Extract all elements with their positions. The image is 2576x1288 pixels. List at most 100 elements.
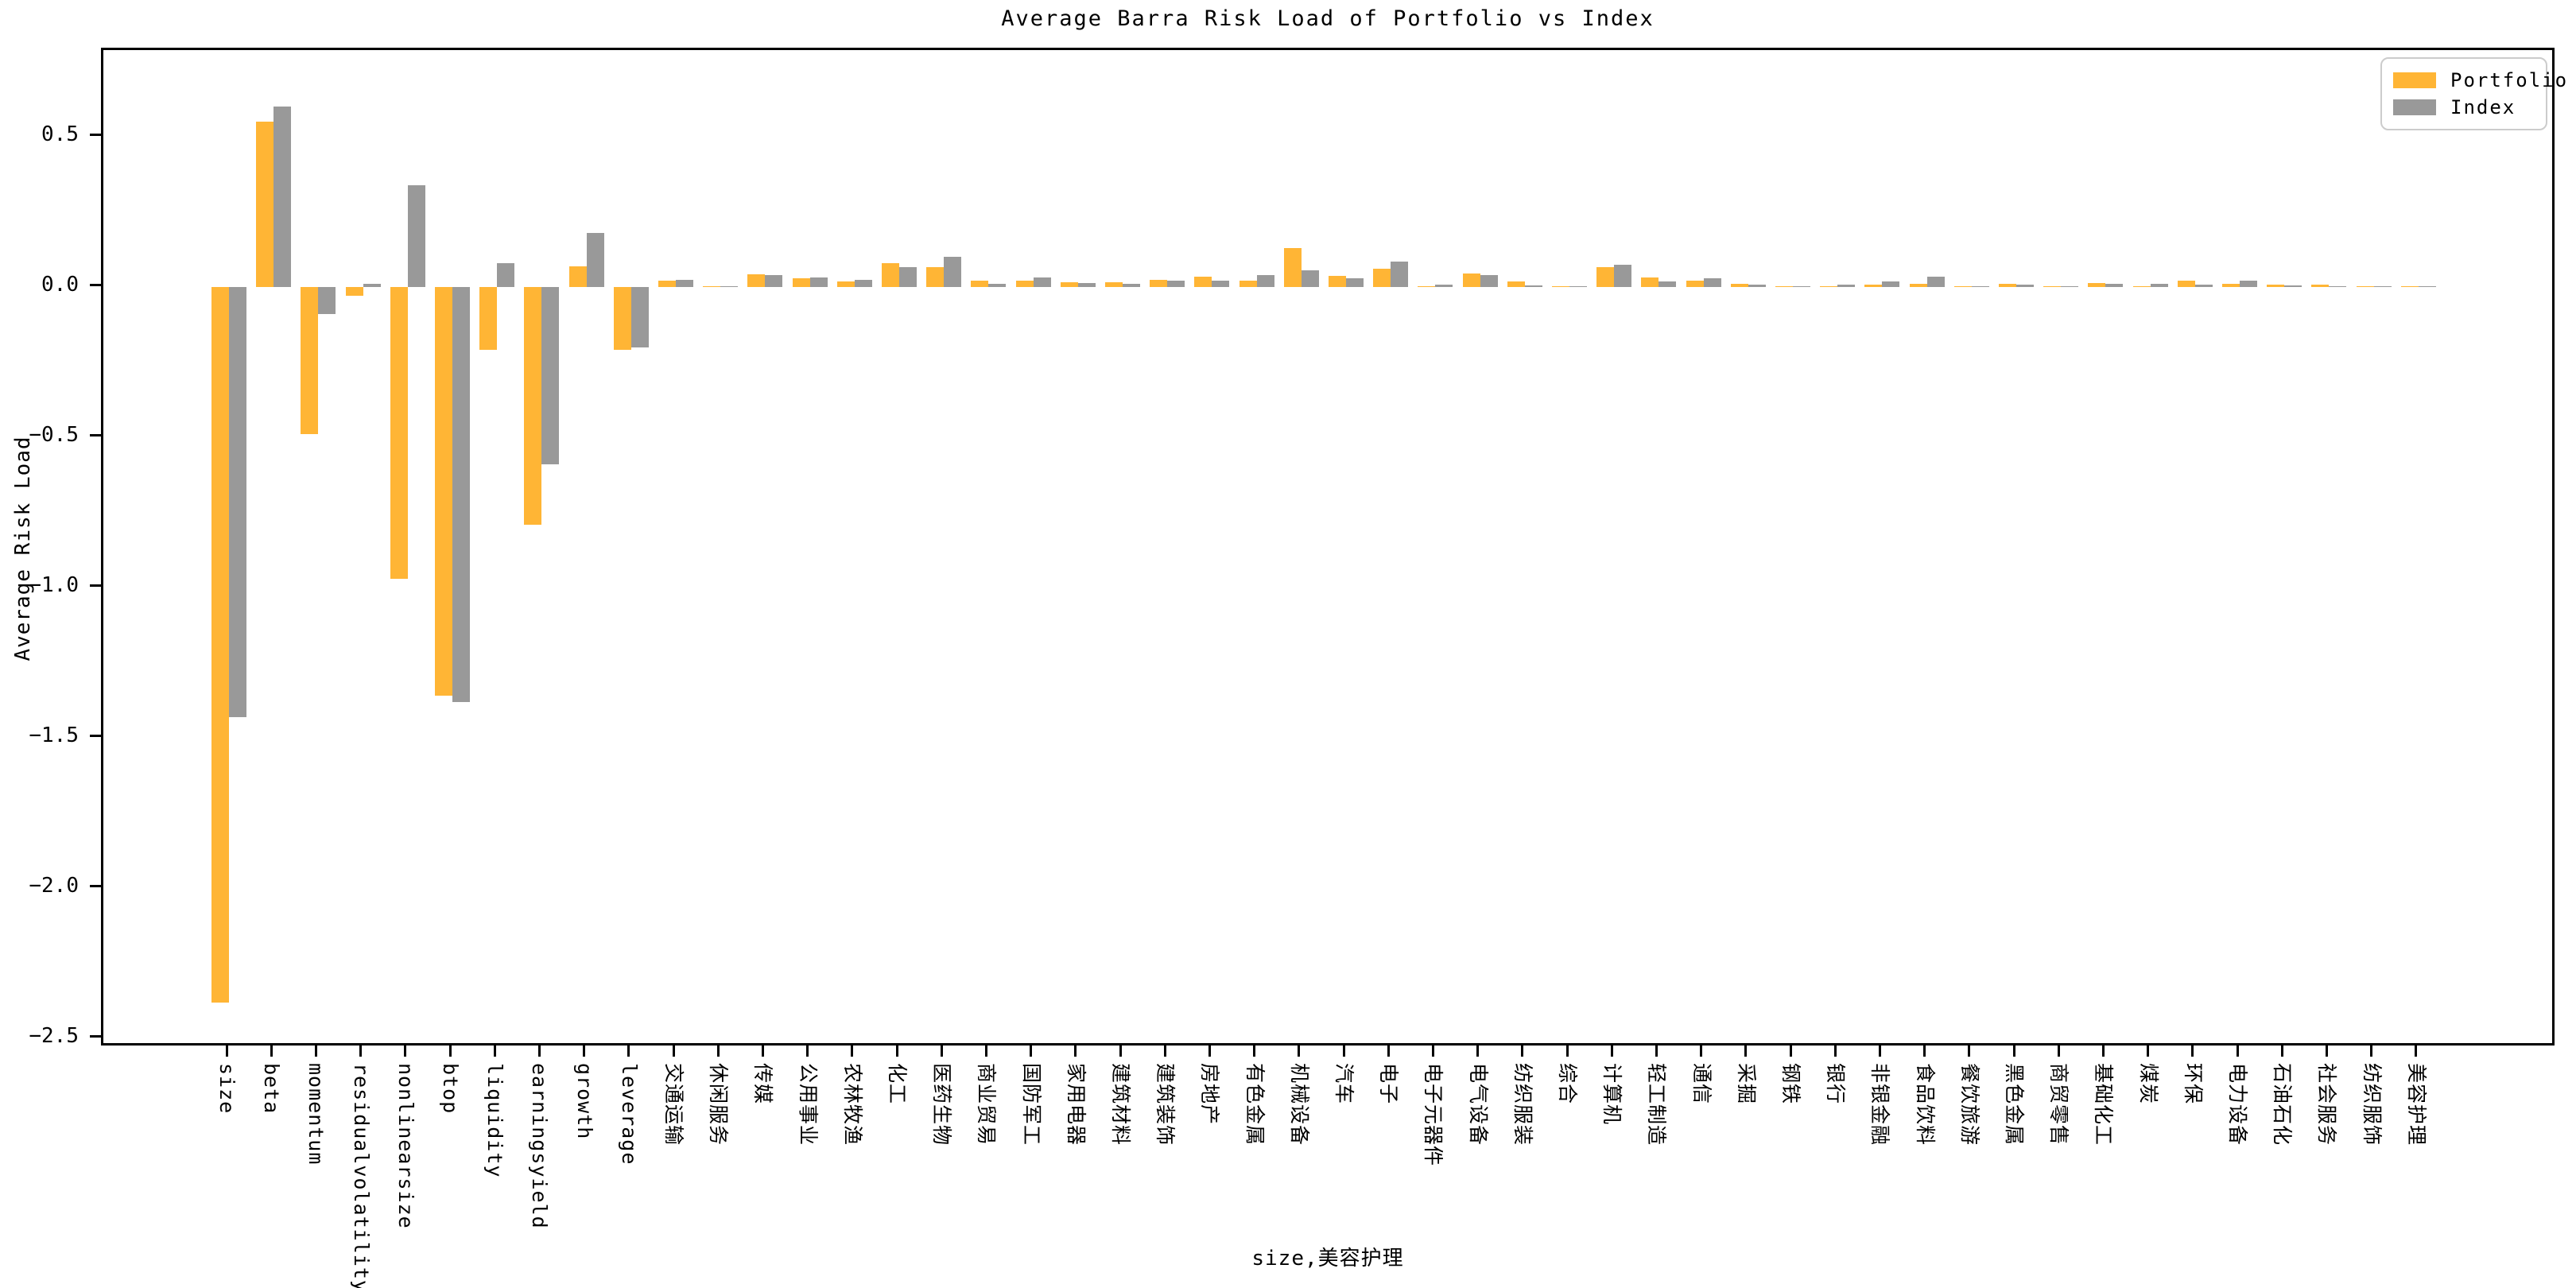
y-tick-label: 0.5 <box>41 122 79 146</box>
x-tick-mark <box>2415 1046 2418 1057</box>
legend-swatch-index <box>2393 99 2436 115</box>
x-tick-label-纺织服装: 纺织服装 <box>1511 1063 1534 1146</box>
x-tick-mark <box>1833 1046 1837 1057</box>
bar-index-电气设备 <box>1480 274 1498 287</box>
x-tick-label-电力设备: 电力设备 <box>2226 1063 2249 1146</box>
y-tick-mark <box>90 433 101 436</box>
x-tick-label-growth: growth <box>572 1063 596 1140</box>
x-tick-mark <box>627 1046 630 1057</box>
bar-portfolio-计算机 <box>1596 267 1615 287</box>
x-tick-mark <box>314 1046 317 1057</box>
bar-index-采掘 <box>1748 285 1766 287</box>
x-tick-label-residualvolatility: residualvolatility <box>349 1063 373 1288</box>
x-tick-mark <box>448 1046 452 1057</box>
x-tick-label-社会服务: 社会服务 <box>2315 1063 2339 1146</box>
bar-index-residualvolatility <box>363 284 381 287</box>
x-tick-label-liquidity: liquidity <box>483 1063 507 1178</box>
x-tick-mark <box>2236 1046 2239 1057</box>
bar-index-通信 <box>1703 278 1721 287</box>
bar-portfolio-nonlinearsize <box>390 287 408 579</box>
x-tick-label-非银金融: 非银金融 <box>1868 1063 1892 1146</box>
bar-portfolio-基础化工 <box>2088 283 2106 287</box>
x-tick-mark <box>493 1046 496 1057</box>
x-tick-mark <box>359 1046 363 1057</box>
x-tick-mark <box>672 1046 675 1057</box>
y-tick-label: −0.5 <box>29 423 79 447</box>
x-tick-label-nonlinearsize: nonlinearsize <box>394 1063 417 1229</box>
x-tick-label-通信: 通信 <box>1690 1063 1713 1105</box>
bar-portfolio-momentum <box>301 287 319 435</box>
x-tick-mark <box>716 1046 720 1057</box>
y-tick-label: 0.0 <box>41 273 79 297</box>
x-tick-mark <box>1163 1046 1166 1057</box>
y-tick-label: −1.0 <box>29 573 79 597</box>
bar-index-黑色金属 <box>2016 285 2034 287</box>
bar-index-计算机 <box>1614 264 1632 287</box>
x-tick-label-建筑材料: 建筑材料 <box>1109 1063 1132 1146</box>
x-tick-label-建筑装饰: 建筑装饰 <box>1154 1063 1177 1146</box>
x-tick-label-商贸零售: 商贸零售 <box>2047 1063 2071 1146</box>
plot-area <box>101 48 2555 1046</box>
x-tick-mark <box>2280 1046 2283 1057</box>
x-tick-mark <box>2057 1046 2060 1057</box>
x-tick-mark <box>1074 1046 1077 1057</box>
x-tick-label-环保: 环保 <box>2181 1063 2205 1105</box>
bar-index-非银金融 <box>1882 281 1900 287</box>
x-tick-label-休闲服务: 休闲服务 <box>707 1063 731 1146</box>
x-tick-mark <box>1744 1046 1748 1057</box>
x-tick-label-轻工制造: 轻工制造 <box>1645 1063 1669 1146</box>
x-tick-mark <box>1208 1046 1211 1057</box>
legend-item-portfolio: Portfolio <box>2393 67 2566 94</box>
bar-index-nonlinearsize <box>407 184 425 287</box>
x-tick-label-美容护理: 美容护理 <box>2404 1063 2428 1146</box>
x-tick-label-化工: 化工 <box>886 1063 909 1105</box>
x-tick-label-房地产: 房地产 <box>1198 1063 1222 1126</box>
x-tick-label-基础化工: 基础化工 <box>2092 1063 2116 1146</box>
x-tick-mark <box>1878 1046 1881 1057</box>
bar-index-建筑装饰 <box>1167 281 1185 287</box>
bar-portfolio-银行 <box>1820 285 1838 287</box>
x-tick-label-计算机: 计算机 <box>1600 1063 1624 1126</box>
bar-index-医药生物 <box>944 257 962 287</box>
x-tick-label-beta: beta <box>260 1063 284 1115</box>
bar-index-化工 <box>899 267 917 287</box>
bar-index-商贸零售 <box>2061 286 2079 287</box>
x-tick-mark <box>225 1046 228 1057</box>
bar-index-银行 <box>1837 285 1856 287</box>
x-tick-label-黑色金属: 黑色金属 <box>2003 1063 2026 1146</box>
x-tick-mark <box>1565 1046 1569 1057</box>
bar-portfolio-电子 <box>1373 269 1391 287</box>
legend-label-portfolio: Portfolio <box>2450 69 2569 91</box>
bar-portfolio-钢铁 <box>1775 285 1793 287</box>
bar-portfolio-交通运输 <box>658 281 676 287</box>
bar-portfolio-商贸零售 <box>2043 285 2062 287</box>
x-tick-label-家用电器: 家用电器 <box>1064 1063 1088 1146</box>
bar-portfolio-轻工制造 <box>1641 277 1659 287</box>
bar-index-liquidity <box>497 262 515 287</box>
bar-portfolio-社会服务 <box>2311 285 2330 287</box>
bar-index-农林牧渔 <box>854 279 872 288</box>
legend-item-index: Index <box>2393 94 2535 121</box>
bar-index-纺织服饰 <box>2373 285 2392 287</box>
bar-index-食品饮料 <box>1926 276 1945 287</box>
x-tick-label-国防军工: 国防军工 <box>1019 1063 1043 1146</box>
y-axis-label: Average Risk Load <box>11 436 35 661</box>
x-tick-label-earningsyield: earningsyield <box>528 1063 552 1229</box>
bar-portfolio-电力设备 <box>2222 283 2240 287</box>
bar-index-size <box>229 287 246 717</box>
bar-portfolio-纺织服装 <box>1507 281 1525 287</box>
y-tick-label: −2.5 <box>29 1024 79 1048</box>
bar-index-电子元器件 <box>1435 285 1453 287</box>
legend-label-index: Index <box>2450 96 2516 118</box>
bar-index-交通运输 <box>676 279 693 288</box>
x-tick-label-公用事业: 公用事业 <box>796 1063 820 1146</box>
bar-index-beta <box>274 107 292 287</box>
bar-index-房地产 <box>1212 281 1230 287</box>
bar-index-公用事业 <box>809 277 828 287</box>
bar-portfolio-煤炭 <box>2132 285 2151 287</box>
x-tick-mark <box>761 1046 764 1057</box>
bar-index-汽车 <box>1346 277 1364 287</box>
bar-index-社会服务 <box>2329 285 2347 287</box>
bar-index-环保 <box>2194 285 2213 287</box>
